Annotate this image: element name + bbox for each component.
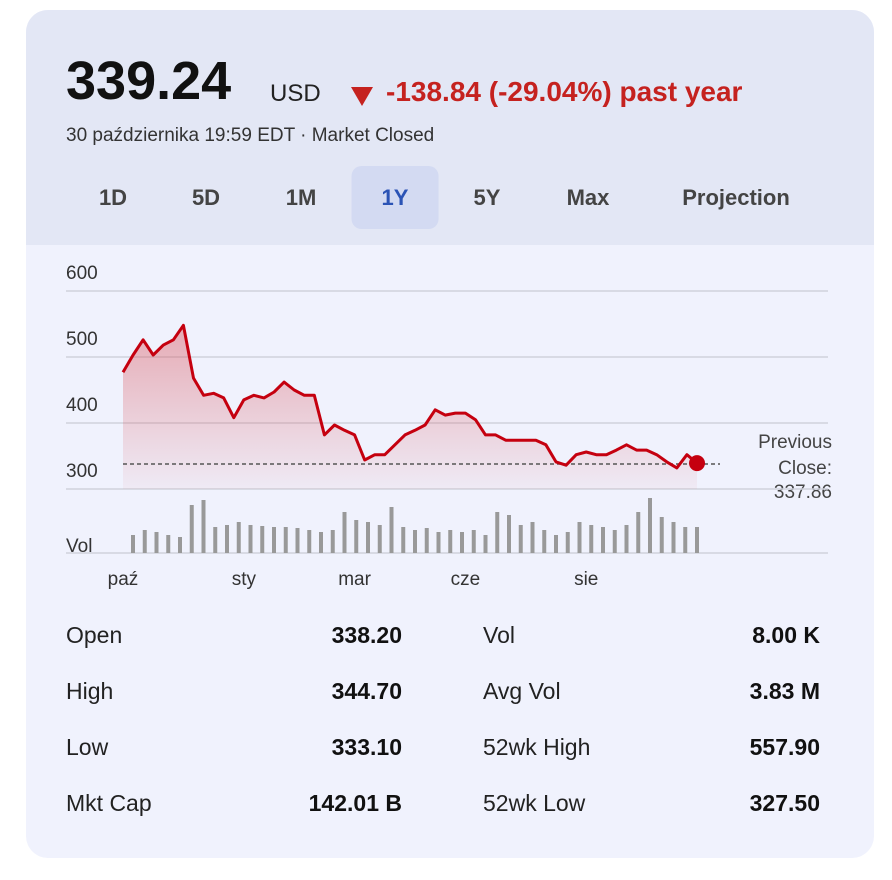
y-tick-label: 500 <box>66 329 98 350</box>
stat-label: 52wk High <box>483 734 591 760</box>
volume-bar <box>589 525 594 553</box>
range-tab[interactable]: 1D <box>98 185 128 210</box>
x-tick-label: sie <box>574 569 598 590</box>
volume-bar <box>307 530 312 553</box>
volume-bar <box>236 522 241 553</box>
price-line <box>121 323 698 470</box>
stat-value: 344.70 <box>331 678 402 704</box>
range-tab[interactable]: 5D <box>191 185 221 210</box>
range-tab[interactable]: 1Y <box>351 166 439 229</box>
volume-bar <box>154 532 159 553</box>
volume-bar <box>671 522 676 553</box>
volume-bar <box>577 522 582 553</box>
volume-bar <box>507 515 511 553</box>
stat-label: Low <box>66 734 109 760</box>
volume-bar <box>695 527 699 553</box>
volume-bar <box>330 530 335 553</box>
timestamp: 30 października 19:59 EDT · Market Close… <box>66 125 435 146</box>
volume-bar <box>659 517 664 553</box>
volume-bar <box>471 530 476 553</box>
volume-bar <box>213 527 218 553</box>
stat-value: 338.20 <box>331 622 402 648</box>
volume-bar <box>436 532 441 553</box>
chart: Vol 300 400 500 600 paź sty mar cze sie <box>66 263 828 590</box>
volume-bar <box>483 535 488 553</box>
volume-bar <box>460 532 464 553</box>
volume-bar <box>554 535 558 553</box>
x-tick-label: paź <box>108 569 139 590</box>
price-change: -138.84 (-29.04%) past year <box>386 76 743 107</box>
volume-bar <box>166 535 171 553</box>
volume-bar <box>612 530 617 553</box>
stat-label: 52wk Low <box>483 790 586 816</box>
volume-bar <box>178 537 182 553</box>
volume-bar <box>260 526 265 553</box>
volume-bar <box>189 505 194 553</box>
range-tab[interactable]: 1M <box>285 185 317 210</box>
stat-value: 142.01 B <box>308 790 402 816</box>
stat-label: Vol <box>483 622 515 648</box>
stat-value: 557.90 <box>749 734 820 760</box>
stat-label: High <box>66 678 114 704</box>
previous-close-value: 337.86 <box>773 482 832 503</box>
currency: USD <box>270 80 321 107</box>
stat-value: 3.83 M <box>749 678 820 704</box>
down-arrow <box>351 87 373 106</box>
range-tab[interactable]: Max <box>566 185 610 210</box>
volume-bar <box>495 512 500 553</box>
header-panel <box>26 10 874 245</box>
volume-bar <box>448 530 453 553</box>
price-area <box>123 325 697 489</box>
volume-bar <box>624 525 629 553</box>
volume-bar <box>283 527 288 553</box>
x-tick-label: cze <box>451 569 481 590</box>
volume-bar <box>342 512 347 553</box>
volume-bar <box>201 500 206 553</box>
volume-bar <box>248 525 253 553</box>
x-tick-label: sty <box>232 569 257 590</box>
volume-label: Vol <box>66 536 92 557</box>
range-tab[interactable]: 5Y <box>473 185 501 210</box>
volume-bar <box>142 530 147 553</box>
volume-bar <box>648 498 652 553</box>
volume-bar <box>530 522 535 553</box>
stat-value: 8.00 K <box>752 622 820 648</box>
y-tick-label: 600 <box>66 263 98 284</box>
stat-label: Mkt Cap <box>66 790 152 816</box>
stat-value: 333.10 <box>331 734 402 760</box>
previous-close-label: Previous Close: <box>758 432 832 479</box>
volume-bar <box>565 532 570 553</box>
volume-bar <box>683 527 688 553</box>
volume-bar <box>319 532 323 553</box>
volume-bar <box>366 522 370 553</box>
volume-bar <box>272 527 276 553</box>
y-tick-label: 300 <box>66 461 98 482</box>
volume-bar <box>354 520 359 553</box>
last-price-dot <box>689 455 705 472</box>
volume-bar <box>295 528 300 553</box>
volume-bar <box>377 525 382 553</box>
stat-value: 327.50 <box>749 790 820 816</box>
volume-bar <box>401 527 406 553</box>
y-tick-label: 400 <box>66 395 98 416</box>
stat-label: Open <box>66 622 123 648</box>
stat-label: Avg Vol <box>483 678 561 704</box>
range-tab[interactable]: Projection <box>682 185 790 210</box>
volume-bar <box>424 528 429 553</box>
volume-bar <box>518 525 523 553</box>
volume-bar <box>636 512 641 553</box>
volume-bar <box>389 507 394 553</box>
volume-bar <box>542 530 547 553</box>
price: 339.24 <box>66 51 232 111</box>
volume-bar <box>413 530 417 553</box>
volume-bar <box>225 525 229 553</box>
x-tick-label: mar <box>338 569 371 590</box>
volume-bar <box>601 527 605 553</box>
volume-bar <box>131 535 135 553</box>
